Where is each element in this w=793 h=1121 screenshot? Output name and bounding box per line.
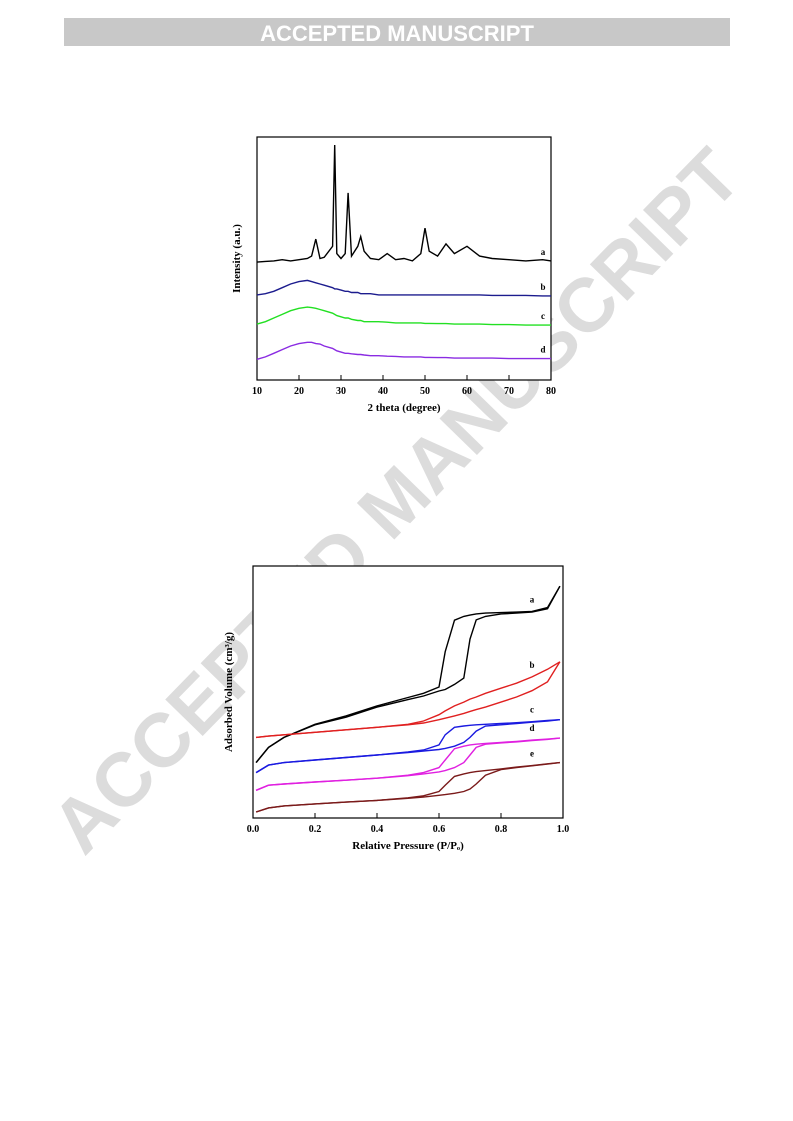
series-label: a <box>530 594 535 604</box>
x-tick-label: 0.8 <box>495 824 508 835</box>
series-label: c <box>541 311 545 321</box>
x-tick-label: 0.0 <box>247 824 260 835</box>
x-tick-label: 0.2 <box>309 824 322 835</box>
series-label: d <box>529 723 534 733</box>
x-tick-label: 50 <box>420 386 430 397</box>
series-label: b <box>529 660 534 670</box>
series-label: d <box>540 345 545 355</box>
series-label: e <box>530 749 534 759</box>
x-tick-label: 30 <box>336 386 346 397</box>
x-tick-label: 40 <box>378 386 388 397</box>
y-axis-label: Intensity (a.u.) <box>231 224 243 293</box>
x-tick-label: 0.4 <box>371 824 384 835</box>
desorption-line <box>255 585 561 764</box>
y-axis-label: Adsorbed Volume (cm³/g) <box>223 632 235 752</box>
plot-area <box>252 565 564 819</box>
x-tick-label: 80 <box>546 386 556 397</box>
series-label: c <box>530 705 534 715</box>
header-bar <box>64 18 730 46</box>
series-line <box>256 341 551 360</box>
series-label: a <box>541 247 546 257</box>
x-axis-label: 2 theta (degree) <box>367 402 440 414</box>
x-tick-label: 10 <box>252 386 262 397</box>
desorption-line <box>256 661 561 739</box>
x-tick-label: 0.6 <box>433 824 446 835</box>
x-tick-label: 20 <box>294 386 304 397</box>
desorption-line <box>255 719 560 774</box>
series-line <box>256 144 552 263</box>
x-axis-label: Relative Pressure (P/Pₒ) <box>352 840 464 852</box>
desorption-line <box>255 761 560 813</box>
x-tick-label: 1.0 <box>557 824 570 835</box>
header-title: ACCEPTED MANUSCRIPT <box>260 21 534 46</box>
desorption-line <box>255 737 560 791</box>
x-tick-label: 70 <box>504 386 514 397</box>
x-tick-label: 60 <box>462 386 472 397</box>
series-line <box>256 306 551 326</box>
series-label: b <box>540 282 545 292</box>
series-line <box>256 279 551 297</box>
